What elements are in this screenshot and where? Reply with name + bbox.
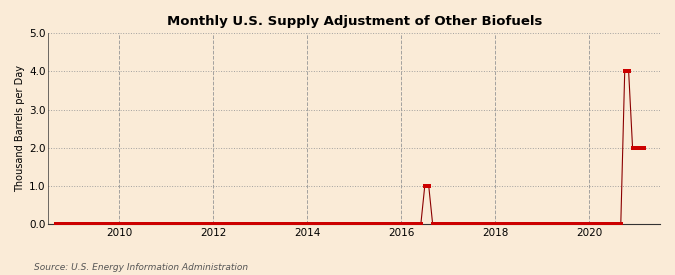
Y-axis label: Thousand Barrels per Day: Thousand Barrels per Day	[15, 65, 25, 192]
Title: Monthly U.S. Supply Adjustment of Other Biofuels: Monthly U.S. Supply Adjustment of Other …	[167, 15, 542, 28]
Text: Source: U.S. Energy Information Administration: Source: U.S. Energy Information Administ…	[34, 263, 248, 272]
